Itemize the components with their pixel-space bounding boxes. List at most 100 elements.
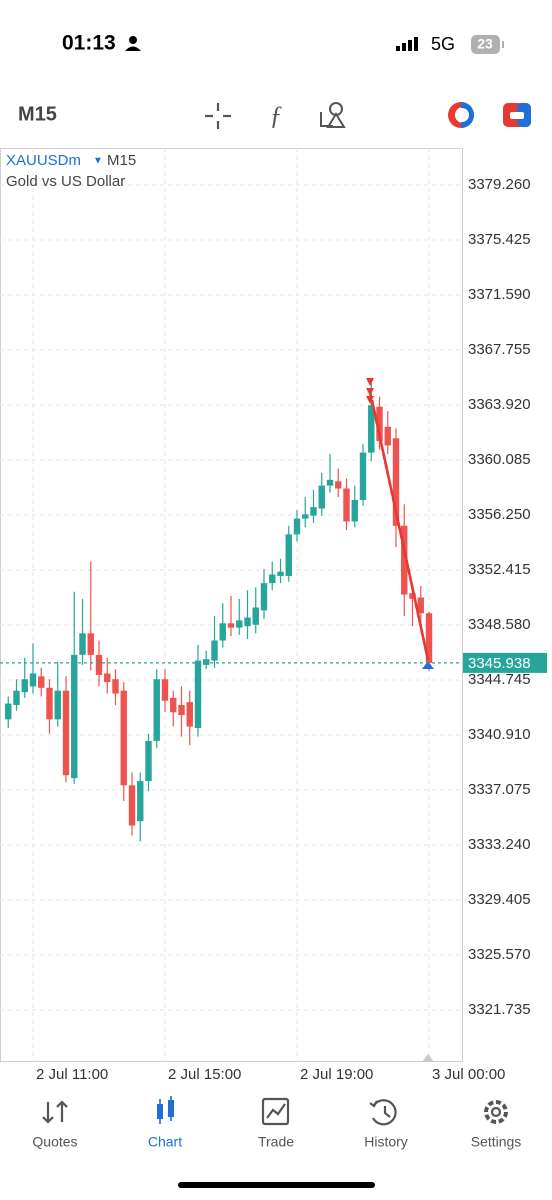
candle-body: [5, 703, 12, 720]
crosshair-button[interactable]: [205, 103, 231, 129]
timeframe-button[interactable]: M15: [18, 103, 57, 125]
candle-body: [13, 690, 20, 706]
candle-body: [359, 452, 367, 500]
candle-body: [29, 673, 37, 687]
candle-body: [227, 623, 235, 628]
candle-body: [351, 499, 358, 522]
candle-body: [186, 702, 193, 727]
y-tick-label: 3367.755: [468, 341, 531, 358]
candle-body: [401, 525, 408, 595]
settings-icon[interactable]: [484, 1100, 508, 1124]
nav-label[interactable]: Settings: [471, 1134, 522, 1150]
shift-marker[interactable]: [422, 1054, 434, 1062]
person-icon: [125, 36, 141, 51]
nav-label[interactable]: History: [364, 1134, 408, 1150]
candle-body: [277, 571, 284, 576]
y-tick-label: 3344.745: [468, 671, 531, 688]
nav-label[interactable]: Trade: [258, 1134, 294, 1150]
candle-body: [236, 620, 243, 628]
candle-body: [326, 479, 334, 486]
y-tick-label: 3356.250: [468, 506, 531, 523]
y-tick-label: 3348.580: [468, 616, 531, 633]
candle-body: [54, 690, 61, 720]
nav-label[interactable]: Chart: [148, 1134, 182, 1150]
candle-body: [153, 679, 160, 741]
candle-body: [128, 785, 136, 826]
candle-body: [145, 740, 152, 782]
candle-body: [318, 485, 325, 509]
chart-icon[interactable]: [157, 1096, 174, 1124]
candle-body: [425, 613, 433, 663]
y-tick-label: 3360.085: [468, 451, 531, 468]
candle-body: [269, 574, 276, 584]
symbol-label[interactable]: XAUUSDm: [6, 152, 81, 169]
candle-body: [112, 679, 119, 694]
current-price-box: [463, 652, 547, 673]
candle-body: [203, 659, 210, 665]
objects-button[interactable]: [320, 102, 346, 128]
candle-body: [46, 687, 53, 720]
candle-body: [120, 690, 127, 786]
candle-body: [244, 617, 251, 627]
y-tick-label: 3352.415: [468, 561, 531, 578]
candle-body: [368, 405, 375, 453]
current-price-label: 3345.938: [468, 655, 531, 672]
symbol-dropdown[interactable]: ▼: [93, 156, 103, 167]
candle-body: [392, 438, 400, 526]
candle-body: [178, 705, 185, 716]
candle-body: [62, 690, 70, 776]
x-tick-label: 2 Jul 19:00: [300, 1066, 373, 1083]
candle-body: [87, 633, 94, 655]
candle-body: [211, 640, 218, 661]
candle-body: [409, 593, 416, 599]
candle-body: [161, 679, 169, 701]
candle-body: [71, 654, 78, 779]
home-indicator: [178, 1182, 375, 1188]
candle-body: [293, 518, 301, 535]
battery: [471, 35, 500, 54]
timeframe-label: M15: [107, 152, 136, 169]
candle-body: [219, 623, 226, 641]
x-tick-label: 2 Jul 15:00: [168, 1066, 241, 1083]
candle-body: [260, 583, 268, 611]
candle-body: [104, 673, 111, 683]
x-tick-label: 2 Jul 11:00: [36, 1066, 108, 1083]
candle-body: [170, 697, 177, 713]
trade-button[interactable]: [503, 103, 531, 127]
trade-icon[interactable]: [261, 1097, 290, 1126]
signal-icon: [396, 37, 418, 51]
y-tick-label: 3371.590: [468, 286, 531, 303]
one-click-trading[interactable]: [448, 102, 474, 128]
candle-body: [194, 660, 202, 728]
candle-body: [310, 507, 317, 516]
candle-body: [376, 406, 383, 442]
battery-tip: [502, 41, 504, 48]
quotes-icon[interactable]: [42, 1100, 68, 1124]
candle-body: [384, 426, 391, 446]
y-tick-label: 3333.240: [468, 836, 531, 853]
x-tick-label: 3 Jul 00:00: [432, 1066, 505, 1083]
network-label: 5G: [431, 34, 455, 54]
candle-body: [38, 676, 45, 688]
y-tick-label: 3325.570: [468, 946, 531, 963]
symbol-description: Gold vs US Dollar: [6, 173, 125, 190]
candle-body: [21, 679, 28, 693]
trade-markers: [366, 378, 434, 669]
candle-body: [302, 514, 309, 519]
candle-body: [417, 597, 424, 614]
candle-body: [79, 633, 86, 655]
y-tick-label: 3329.405: [468, 891, 531, 908]
nav-label[interactable]: Quotes: [32, 1134, 77, 1150]
candle-body: [252, 607, 259, 625]
candle-body: [343, 488, 350, 522]
status-time: 01:13: [62, 32, 116, 55]
history-icon[interactable]: [369, 1099, 397, 1126]
chart-area: [0, 148, 463, 1062]
y-tick-label: 3363.920: [468, 396, 531, 413]
y-tick-label: 3321.735: [468, 1001, 531, 1018]
y-tick-label: 3337.075: [468, 781, 531, 798]
candle-body: [137, 781, 144, 822]
indicators-button[interactable]: ƒ: [270, 101, 283, 130]
y-tick-label: 3375.425: [468, 231, 531, 248]
